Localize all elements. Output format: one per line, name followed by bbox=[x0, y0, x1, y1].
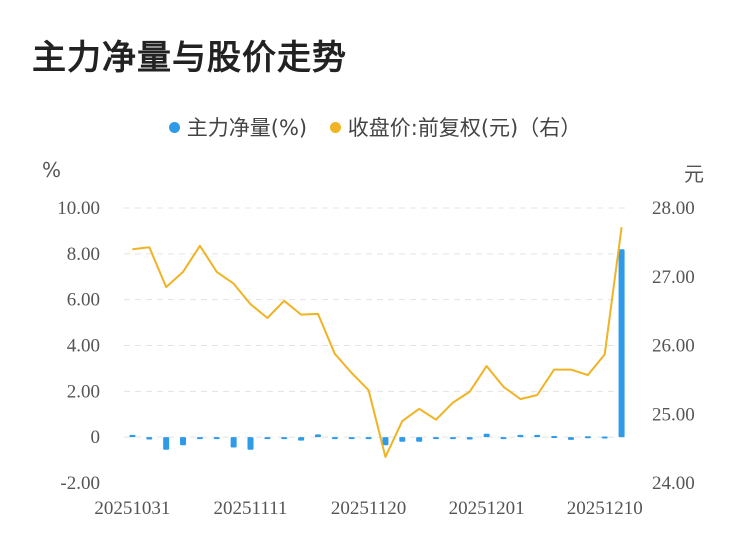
right-axis-unit: 元 bbox=[684, 162, 704, 186]
left-tick-label: 8.00 bbox=[67, 244, 100, 265]
net-volume-bar bbox=[196, 437, 203, 440]
legend-label: 收盘价:前复权(元)（右） bbox=[347, 116, 582, 140]
legend-dot-icon bbox=[329, 121, 341, 133]
net-volume-bar bbox=[331, 437, 338, 440]
left-tick-label: 10.00 bbox=[57, 198, 100, 219]
right-tick-label: 25.00 bbox=[652, 404, 695, 425]
legend-item-net-volume[interactable]: 主力净量(%) bbox=[168, 112, 308, 142]
net-volume-bar bbox=[449, 437, 456, 440]
net-volume-bar bbox=[399, 437, 406, 442]
chart-title: 主力净量与股价走势 bbox=[32, 38, 347, 78]
net-volume-bar bbox=[365, 437, 372, 440]
net-volume-bar bbox=[382, 437, 389, 446]
left-axis-unit: % bbox=[42, 158, 62, 182]
right-tick-label: 24.00 bbox=[652, 473, 695, 494]
left-tick-label: 0 bbox=[91, 427, 101, 448]
net-volume-bar bbox=[416, 437, 423, 442]
left-tick-label: 2.00 bbox=[67, 381, 100, 402]
x-tick-label: 20251210 bbox=[567, 498, 643, 519]
net-volume-bar bbox=[348, 437, 355, 440]
net-volume-bar bbox=[618, 249, 625, 438]
net-volume-bar bbox=[213, 437, 220, 440]
net-volume-bar bbox=[180, 437, 187, 446]
net-volume-bar bbox=[433, 437, 440, 440]
x-tick-label: 20251111 bbox=[214, 498, 288, 519]
net-volume-bar bbox=[281, 437, 288, 440]
net-volume-bar bbox=[567, 437, 574, 440]
right-tick-label: 27.00 bbox=[652, 267, 695, 288]
net-volume-bar bbox=[584, 436, 591, 439]
x-tick-label: 20251031 bbox=[94, 498, 170, 519]
x-tick-label: 20251201 bbox=[449, 498, 525, 519]
x-tick-label: 20251120 bbox=[331, 498, 406, 519]
net-volume-bar bbox=[146, 437, 153, 440]
net-volume-bar bbox=[483, 433, 490, 438]
net-volume-bar bbox=[247, 437, 254, 450]
net-volume-bar bbox=[500, 437, 507, 440]
legend-item-close-price[interactable]: 收盘价:前复权(元)（右） bbox=[329, 112, 582, 142]
net-volume-bar bbox=[163, 437, 170, 450]
net-volume-bar bbox=[314, 434, 321, 438]
net-volume-bar bbox=[551, 436, 558, 439]
net-volume-bar bbox=[466, 437, 473, 440]
legend-label: 主力净量(%) bbox=[186, 116, 308, 140]
right-tick-label: 26.00 bbox=[652, 336, 695, 357]
close-price-line bbox=[132, 227, 623, 458]
right-tick-label: 28.00 bbox=[652, 198, 695, 219]
net-volume-bar bbox=[264, 437, 271, 440]
left-tick-label: 6.00 bbox=[67, 290, 100, 311]
net-volume-bar bbox=[230, 437, 237, 448]
legend: 主力净量(%) 收盘价:前复权(元)（右） bbox=[0, 112, 750, 142]
net-volume-bar bbox=[298, 437, 305, 441]
left-tick-label: 4.00 bbox=[67, 336, 100, 357]
net-volume-bar bbox=[517, 434, 524, 438]
net-volume-bar bbox=[601, 436, 608, 439]
left-tick-label: -2.00 bbox=[60, 473, 100, 494]
net-volume-bar bbox=[534, 434, 541, 438]
legend-dot-icon bbox=[168, 121, 180, 133]
net-volume-bar bbox=[129, 434, 136, 438]
